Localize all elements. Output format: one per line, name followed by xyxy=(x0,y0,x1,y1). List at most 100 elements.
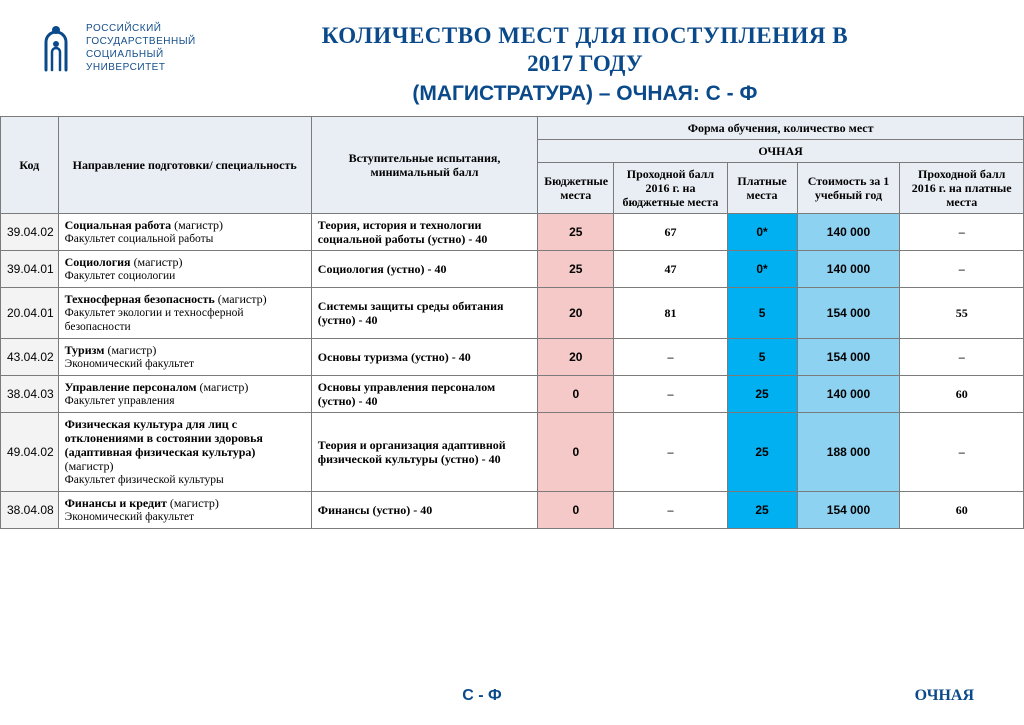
cell-c3: 25 xyxy=(727,492,797,529)
cell-c5: 60 xyxy=(900,492,1024,529)
cell-exam: Основы туризма (устно) - 40 xyxy=(311,339,537,376)
cell-c1: 0 xyxy=(538,492,614,529)
brand-line1: РОССИЙСКИЙ xyxy=(86,23,161,34)
direction-spec: (магистр) xyxy=(218,292,267,306)
cell-direction: Управление персоналом (магистр)Факультет… xyxy=(58,376,311,413)
direction-main: Техносферная безопасность xyxy=(65,292,218,306)
cell-direction: Финансы и кредит (магистр)Экономический … xyxy=(58,492,311,529)
cell-c5: 55 xyxy=(900,288,1024,339)
th-direction: Направление подготовки/ специальность xyxy=(58,117,311,214)
cell-c3: 5 xyxy=(727,288,797,339)
direction-main: Управление персоналом xyxy=(65,380,200,394)
cell-code: 49.04.02 xyxy=(1,413,59,492)
cell-c1: 20 xyxy=(538,288,614,339)
direction-main: Финансы и кредит xyxy=(65,496,170,510)
footer: С - Ф ОЧНАЯ xyxy=(0,687,1024,705)
cell-c4: 188 000 xyxy=(797,413,900,492)
exam-text: Финансы (устно) - 40 xyxy=(318,503,433,517)
cell-code: 38.04.08 xyxy=(1,492,59,529)
logo-text: РОССИЙСКИЙ ГОСУДАРСТВЕННЫЙ СОЦИАЛЬНЫЙ УН… xyxy=(86,22,196,74)
cell-c4: 154 000 xyxy=(797,339,900,376)
page: РОССИЙСКИЙ ГОСУДАРСТВЕННЫЙ СОЦИАЛЬНЫЙ УН… xyxy=(0,0,1024,725)
exam-text: Теория, история и технологии социальной … xyxy=(318,218,488,246)
direction-main: Социальная работа xyxy=(65,218,174,232)
cell-c1: 0 xyxy=(538,413,614,492)
cell-c1: 0 xyxy=(538,376,614,413)
table-row: 38.04.08Финансы и кредит (магистр)Эконом… xyxy=(1,492,1024,529)
direction-spec: (магистр) xyxy=(65,459,114,473)
cell-c2: 81 xyxy=(614,288,727,339)
cell-c1: 25 xyxy=(538,251,614,288)
direction-main: Социология xyxy=(65,255,134,269)
cell-c4: 140 000 xyxy=(797,214,900,251)
cell-c3: 0* xyxy=(727,214,797,251)
footer-center: С - Ф xyxy=(0,687,964,705)
cell-c1: 25 xyxy=(538,214,614,251)
cell-c4: 154 000 xyxy=(797,288,900,339)
cell-direction: Туризм (магистр)Экономический факультет xyxy=(58,339,311,376)
cell-exam: Системы защиты среды обитания (устно) - … xyxy=(311,288,537,339)
table-row: 49.04.02Физическая культура для лиц с от… xyxy=(1,413,1024,492)
exam-text: Основы управления персоналом (устно) - 4… xyxy=(318,380,495,408)
admission-table: Код Направление подготовки/ специальност… xyxy=(0,116,1024,529)
cell-c5: – xyxy=(900,214,1024,251)
cell-direction: Социальная работа (магистр)Факультет соц… xyxy=(58,214,311,251)
exam-text: Социология (устно) - 40 xyxy=(318,262,447,276)
logo: РОССИЙСКИЙ ГОСУДАРСТВЕННЫЙ СОЦИАЛЬНЫЙ УН… xyxy=(36,22,196,74)
cell-direction: Физическая культура для лиц с отклонения… xyxy=(58,413,311,492)
table-row: 20.04.01Техносферная безопасность (магис… xyxy=(1,288,1024,339)
cell-exam: Финансы (устно) - 40 xyxy=(311,492,537,529)
direction-faculty: Экономический факультет xyxy=(65,357,305,371)
cell-direction: Социология (магистр)Факультет социологии xyxy=(58,251,311,288)
cell-code: 38.04.03 xyxy=(1,376,59,413)
cell-exam: Теория и организация адаптивной физическ… xyxy=(311,413,537,492)
cell-c4: 154 000 xyxy=(797,492,900,529)
exam-text: Теория и организация адаптивной физическ… xyxy=(318,438,506,466)
cell-c2: 67 xyxy=(614,214,727,251)
direction-main: Туризм xyxy=(65,343,108,357)
cell-c2: – xyxy=(614,376,727,413)
exam-text: Системы защиты среды обитания (устно) - … xyxy=(318,299,504,327)
direction-faculty: Экономический факультет xyxy=(65,510,305,524)
th-c1: Бюджетные места xyxy=(538,163,614,214)
cell-c5: 60 xyxy=(900,376,1024,413)
direction-main: Физическая культура для лиц с отклонения… xyxy=(65,417,263,459)
exam-text: Основы туризма (устно) - 40 xyxy=(318,350,471,364)
th-group-top: Форма обучения, количество мест xyxy=(538,117,1024,140)
table-row: 39.04.02Социальная работа (магистр)Факул… xyxy=(1,214,1024,251)
brand-line4: УНИВЕРСИТЕТ xyxy=(86,62,165,73)
cell-exam: Социология (устно) - 40 xyxy=(311,251,537,288)
title-line3: (МАГИСТРАТУРА) – ОЧНАЯ: С - Ф xyxy=(196,80,974,108)
page-title: КОЛИЧЕСТВО МЕСТ ДЛЯ ПОСТУПЛЕНИЯ В 2017 Г… xyxy=(196,22,1004,108)
cell-code: 39.04.02 xyxy=(1,214,59,251)
title-line1: КОЛИЧЕСТВО МЕСТ ДЛЯ ПОСТУПЛЕНИЯ В xyxy=(196,22,974,50)
th-exam: Вступительные испытания, минимальный бал… xyxy=(311,117,537,214)
title-line2: 2017 ГОДУ xyxy=(196,50,974,78)
university-logo-icon xyxy=(36,22,76,72)
direction-faculty: Факультет социологии xyxy=(65,269,305,283)
cell-code: 43.04.02 xyxy=(1,339,59,376)
table-row: 38.04.03Управление персоналом (магистр)Ф… xyxy=(1,376,1024,413)
cell-c1: 20 xyxy=(538,339,614,376)
th-c4: Стоимость за 1 учебный год xyxy=(797,163,900,214)
direction-spec: (магистр) xyxy=(174,218,223,232)
th-group-sub: ОЧНАЯ xyxy=(538,140,1024,163)
cell-c3: 25 xyxy=(727,376,797,413)
brand-line3: СОЦИАЛЬНЫЙ xyxy=(86,49,164,60)
footer-right: ОЧНАЯ xyxy=(915,687,974,705)
cell-c5: – xyxy=(900,251,1024,288)
table-head: Код Направление подготовки/ специальност… xyxy=(1,117,1024,214)
table-row: 43.04.02Туризм (магистр)Экономический фа… xyxy=(1,339,1024,376)
cell-c3: 0* xyxy=(727,251,797,288)
direction-spec: (магистр) xyxy=(107,343,156,357)
cell-exam: Основы управления персоналом (устно) - 4… xyxy=(311,376,537,413)
th-c5: Проходной балл 2016 г. на платные места xyxy=(900,163,1024,214)
direction-spec: (магистр) xyxy=(200,380,249,394)
cell-c2: – xyxy=(614,492,727,529)
cell-c2: – xyxy=(614,413,727,492)
cell-exam: Теория, история и технологии социальной … xyxy=(311,214,537,251)
direction-spec: (магистр) xyxy=(134,255,183,269)
cell-c4: 140 000 xyxy=(797,251,900,288)
th-code: Код xyxy=(1,117,59,214)
table-row: 39.04.01Социология (магистр)Факультет со… xyxy=(1,251,1024,288)
